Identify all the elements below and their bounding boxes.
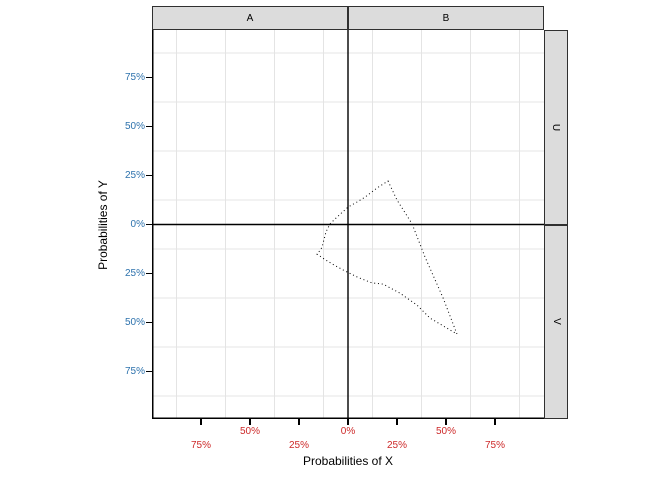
x-axis-tick xyxy=(298,419,300,425)
x-tick-label: 75% xyxy=(190,440,211,451)
x-tick-label: 75% xyxy=(484,440,505,451)
y-tick-label: 0% xyxy=(130,218,145,230)
x-axis-tick xyxy=(249,419,251,425)
y-axis-tick xyxy=(146,272,152,275)
facet-strip-label: A xyxy=(246,12,254,24)
plot-panel xyxy=(152,30,544,419)
y-axis-tick xyxy=(146,321,152,324)
facet-strip-label: V xyxy=(550,318,562,326)
facet-strip-row-u: U xyxy=(544,30,568,225)
y-tick-label: 25% xyxy=(124,169,145,181)
x-tick-label: 0% xyxy=(340,426,356,437)
facet-strip-label: U xyxy=(550,123,562,131)
x-axis-tick xyxy=(396,419,398,425)
y-tick-label: 50% xyxy=(124,120,145,132)
panel-canvas xyxy=(152,30,544,419)
y-tick-label: 75% xyxy=(124,71,145,83)
x-axis-title: Probabilities of X xyxy=(302,454,394,468)
y-axis-tick xyxy=(146,76,152,79)
y-axis-tick xyxy=(146,174,152,177)
x-axis-tick xyxy=(347,419,349,425)
facet-strip-label: B xyxy=(442,12,450,24)
y-axis-tick xyxy=(146,125,152,128)
facet-strip-row-v: V xyxy=(544,224,568,419)
x-tick-label: 25% xyxy=(386,440,407,451)
y-tick-label: 75% xyxy=(124,365,145,377)
facet-strip-column-a: A xyxy=(152,6,348,30)
y-tick-label: 25% xyxy=(124,267,145,279)
x-tick-label: 50% xyxy=(435,426,456,437)
y-tick-label: 50% xyxy=(124,316,145,328)
x-tick-label: 50% xyxy=(239,426,260,437)
x-axis-tick xyxy=(494,419,496,425)
y-axis-tick xyxy=(146,370,152,373)
x-tick-label: 25% xyxy=(288,440,309,451)
probability-region-outline xyxy=(316,180,458,336)
facet-strip-column-b: B xyxy=(348,6,544,30)
y-axis-title: Probabilities of Y xyxy=(96,179,110,270)
x-axis-tick xyxy=(445,419,447,425)
x-axis-tick xyxy=(200,419,202,425)
y-axis-tick xyxy=(146,223,152,226)
